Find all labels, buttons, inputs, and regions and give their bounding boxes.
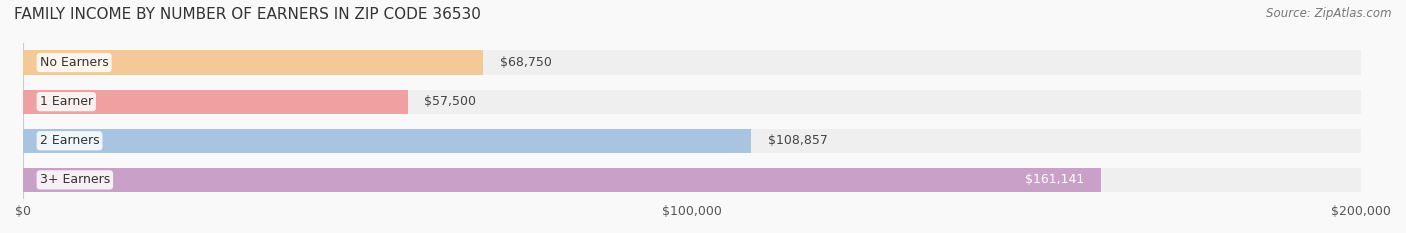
Bar (22, 129, 751, 153)
Bar (22, 168, 1361, 192)
Text: 1 Earner: 1 Earner (39, 95, 93, 108)
Bar (22, 89, 1361, 114)
Text: $161,141: $161,141 (1025, 173, 1084, 186)
Bar (22, 168, 1101, 192)
Text: 3+ Earners: 3+ Earners (39, 173, 110, 186)
Text: $108,857: $108,857 (768, 134, 828, 147)
Text: FAMILY INCOME BY NUMBER OF EARNERS IN ZIP CODE 36530: FAMILY INCOME BY NUMBER OF EARNERS IN ZI… (14, 7, 481, 22)
Bar (22, 50, 1361, 75)
Text: No Earners: No Earners (39, 56, 108, 69)
Bar (22, 89, 408, 114)
Text: $68,750: $68,750 (499, 56, 551, 69)
Bar (22, 50, 482, 75)
Bar (22, 129, 1361, 153)
Text: Source: ZipAtlas.com: Source: ZipAtlas.com (1267, 7, 1392, 20)
Text: $57,500: $57,500 (425, 95, 477, 108)
Text: 2 Earners: 2 Earners (39, 134, 100, 147)
